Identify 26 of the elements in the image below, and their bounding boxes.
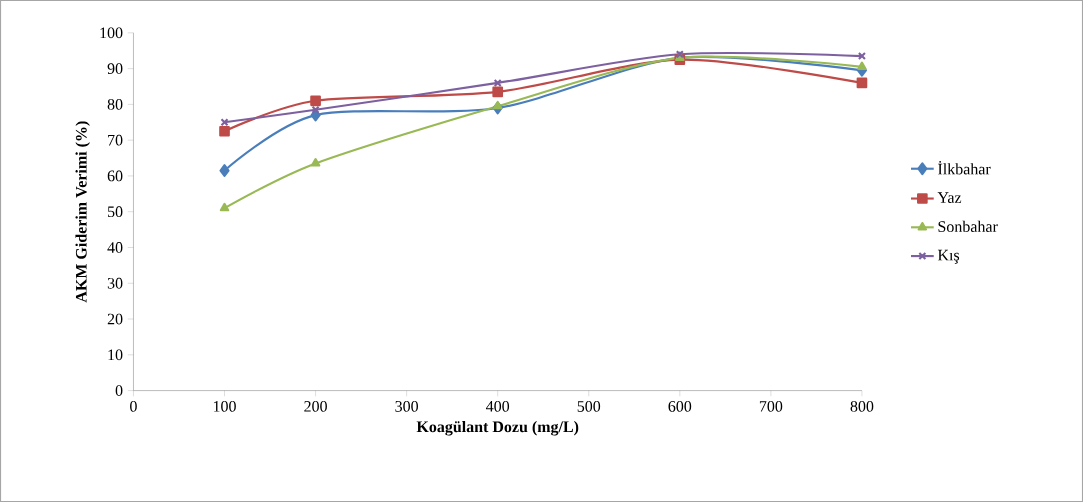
x-tick-label: 700 [759,400,783,412]
x-tick-label: 300 [395,400,419,412]
x-tick-label: 100 [213,400,236,412]
x-tick-label: 600 [668,400,692,412]
y-tick-label: 0 [115,385,123,396]
y-tick-label: 90 [107,63,123,74]
x-tick-label: 800 [850,400,874,412]
y-tick-label: 10 [108,349,123,361]
x-axis-title: Koagülant Dozu (mg/L) [416,420,579,436]
legend-label: İlkbahar [938,161,991,175]
x-tick-label: 500 [577,400,601,412]
legend-label: Yaz [937,192,962,203]
y-tick-label: 60 [107,170,123,182]
y-tick-label: 40 [107,242,123,253]
y-tick-label: 70 [108,134,123,146]
x-tick-label: 400 [486,400,510,412]
legend-label: Kış [937,249,960,264]
y-tick-label: 100 [100,27,123,39]
y-axis-title: AKM Giderim Verimi (%) [75,121,90,303]
x-tick-label: 0 [130,400,137,412]
y-tick-label: 80 [107,98,123,110]
y-tick-label: 30 [107,277,123,289]
x-tick-label: 200 [304,400,327,412]
y-tick-label: 50 [107,206,123,218]
legend-label: Sonbahar [938,220,998,232]
y-tick-label: 20 [107,313,123,325]
